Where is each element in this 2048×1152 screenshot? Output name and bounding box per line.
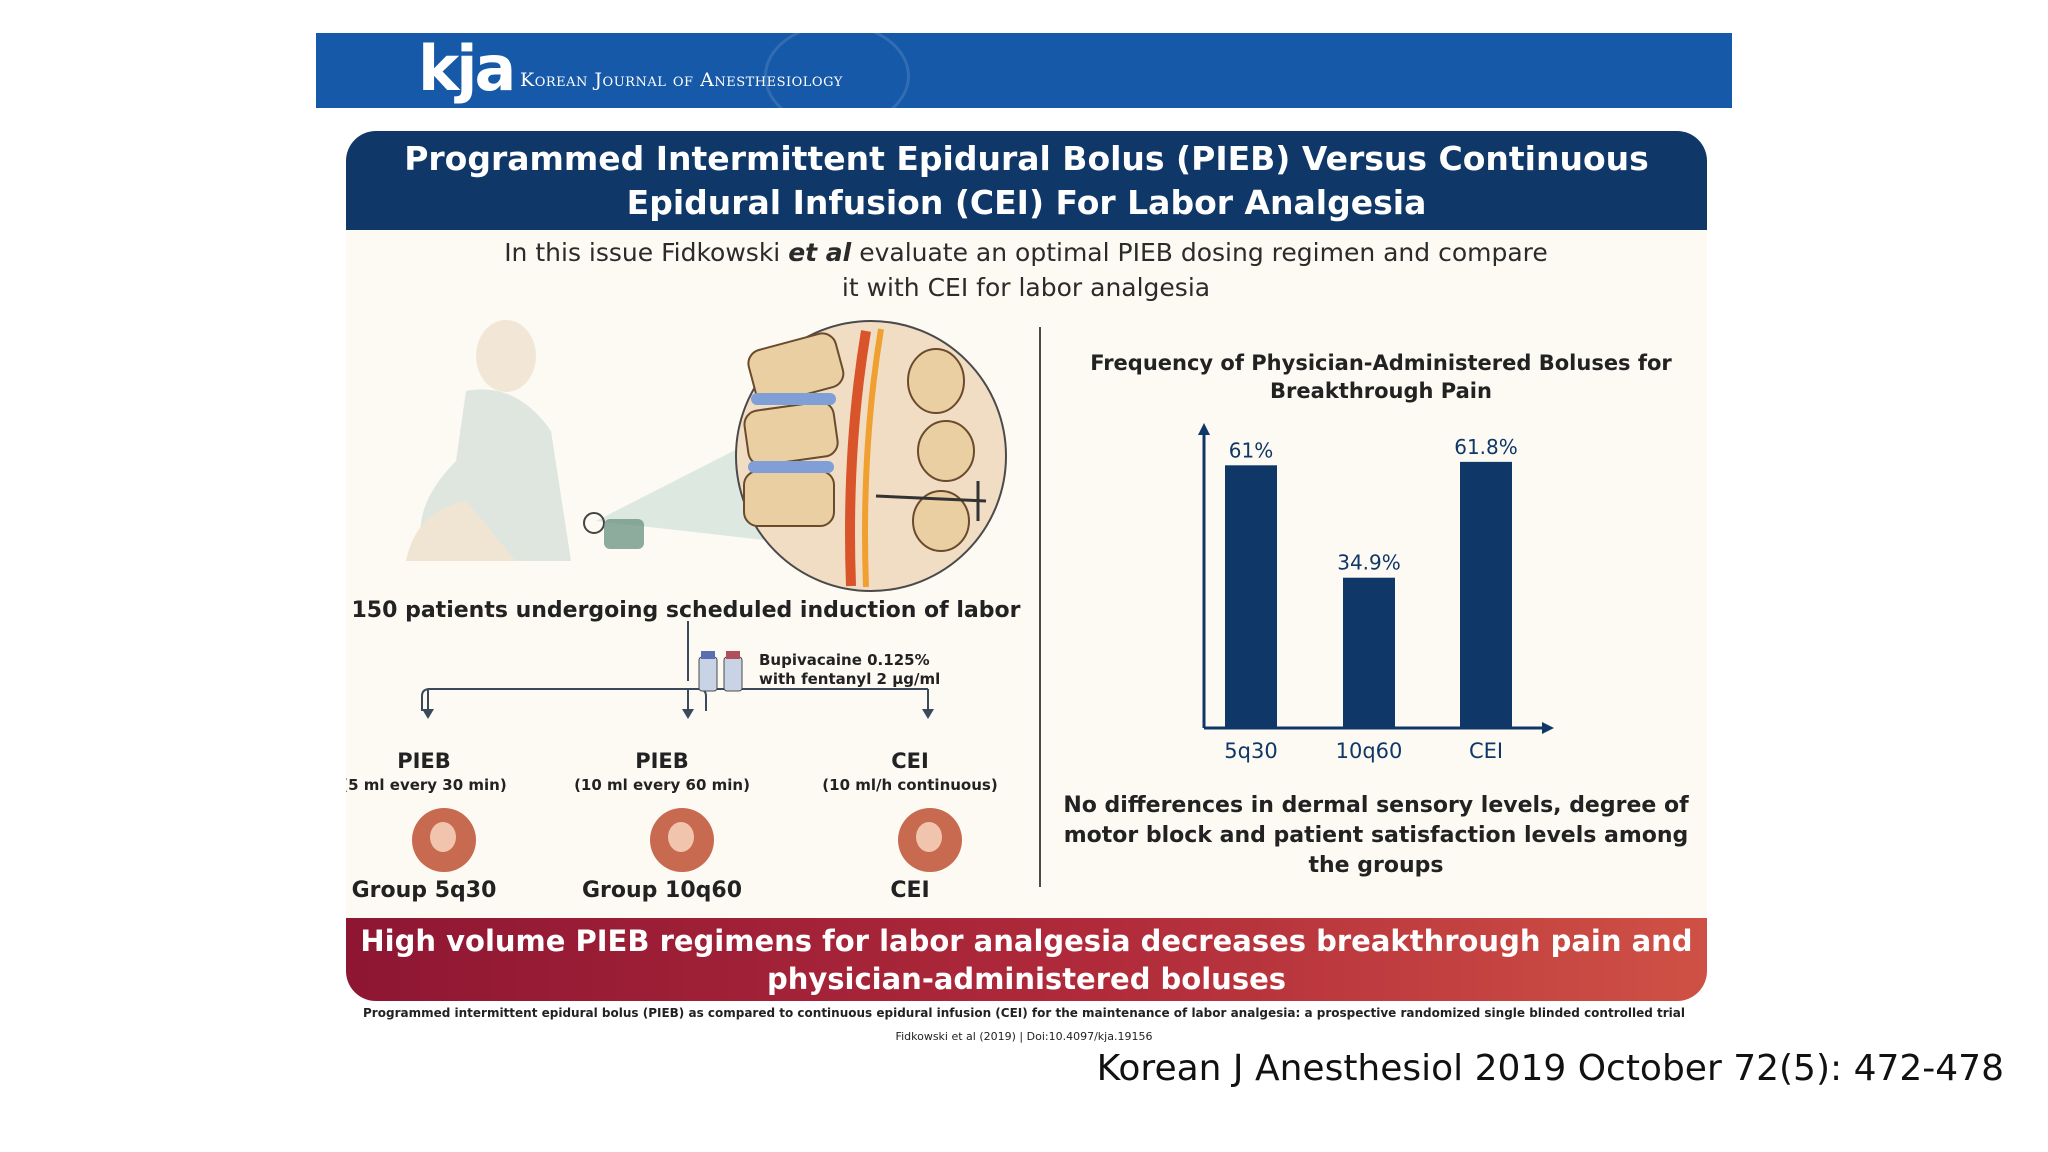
journal-reference: Korean J Anesthesiol 2019 October 72(5):… <box>1096 1048 2004 1089</box>
y-axis-arrow <box>1198 423 1210 435</box>
infographic-subtitle: In this issue Fidkowski et al evaluate a… <box>496 235 1556 305</box>
x-axis-arrow <box>1542 722 1554 734</box>
drug-line-2: with fentanyl 2 μg/ml <box>759 670 941 688</box>
drug-label: Bupivacaine 0.125% with fentanyl 2 μg/ml <box>759 651 940 689</box>
flow-diagram <box>421 621 929 711</box>
bar-5q30 <box>1225 465 1277 728</box>
kja-logo: kja <box>418 33 516 105</box>
uterus-icon <box>412 808 476 872</box>
doi-line: Fidkowski et al (2019) | Doi:10.4097/kja… <box>895 1030 1153 1043</box>
uterus-icon <box>650 808 714 872</box>
spine-illustration <box>735 320 1007 592</box>
arm-1-group: Group 5q30 <box>351 878 497 903</box>
subtitle-text-pre: In this issue Fidkowski <box>504 238 789 267</box>
patient-illustration <box>406 320 571 561</box>
subtitle-text-post: evaluate an optimal PIEB dosing regimen … <box>841 238 1548 302</box>
uterus-icon <box>898 808 962 872</box>
journal-seal-watermark <box>764 33 910 108</box>
flow-arrowheads <box>422 709 934 719</box>
citation-doi: Doi:10.4097/kja.19156 <box>1026 1030 1153 1043</box>
infographic-title: Programmed Intermittent Epidural Bolus (… <box>346 131 1707 230</box>
arm-3-name: CEI <box>891 749 929 773</box>
journal-name: Korean Journal of Anesthesiology <box>520 69 843 91</box>
conclusion-text: No differences in dermal sensory levels,… <box>1063 793 1689 878</box>
epidural-pump-icon <box>604 519 644 549</box>
x-tick-label: 5q30 <box>1224 739 1277 763</box>
infographic-card: Programmed Intermittent Epidural Bolus (… <box>346 131 1707 1001</box>
subtitle-et-al: et al <box>788 238 852 267</box>
drug-line-1: Bupivacaine 0.125% <box>759 651 930 669</box>
infographic-graphics: 61% 5q30 34.9% 10q60 61.8% CEI <box>406 320 1554 763</box>
arm-1-name: PIEB <box>397 749 451 773</box>
arm-1-dose: (5 ml every 30 min) <box>346 776 507 794</box>
bar-10q60 <box>1343 577 1395 728</box>
journal-banner: kja Korean Journal of Anesthesiology <box>316 33 1732 108</box>
arm-2-group: Group 10q60 <box>581 878 743 903</box>
arm-2-name: PIEB <box>635 749 689 773</box>
drug-vials-icon <box>698 651 743 692</box>
needle-site-icon <box>583 512 605 534</box>
arm-3-dose: (10 ml/h continuous) <box>822 776 998 794</box>
bar-data-label: 61% <box>1229 438 1273 462</box>
panel-divider <box>1039 327 1041 887</box>
bar-data-label: 34.9% <box>1337 551 1401 575</box>
bar-data-label: 61.8% <box>1454 435 1518 459</box>
arm-2-dose: (10 ml every 60 min) <box>574 776 750 794</box>
patients-label: 150 patients undergoing scheduled induct… <box>351 598 1021 623</box>
arm-3-group: CEI <box>890 878 930 903</box>
x-tick-label: CEI <box>1469 739 1503 763</box>
bar-CEI <box>1460 461 1512 728</box>
chart-title: Frequency of Physician-Administered Bolu… <box>1090 351 1672 403</box>
key-finding-banner: High volume PIEB regimens for labor anal… <box>346 918 1707 1001</box>
article-citation: Programmed intermittent epidural bolus (… <box>363 1006 1685 1020</box>
citation-authors: Fidkowski et al (2019) <box>895 1030 1016 1043</box>
x-tick-label: 10q60 <box>1336 739 1403 763</box>
